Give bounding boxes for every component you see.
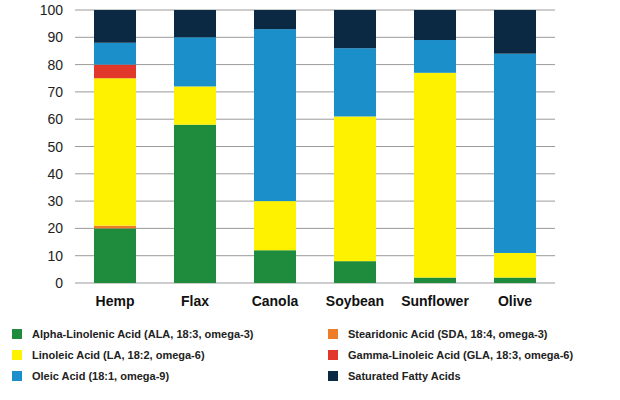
bar-segment — [414, 278, 456, 283]
grid-line — [75, 64, 555, 65]
bar-segment — [94, 10, 136, 43]
legend-label: Gamma-Linoleic Acid (GLA, 18:3, omega-6) — [348, 349, 573, 361]
bar-segment — [414, 73, 456, 278]
tick-label: 70 — [47, 84, 63, 100]
legend-label: Alpha-Linolenic Acid (ALA, 18:3, omega-3… — [32, 328, 254, 340]
grid-line — [75, 91, 555, 92]
bar-segment — [174, 37, 216, 86]
bar-segment — [174, 10, 216, 37]
bar-segment — [334, 10, 376, 48]
bar-segment — [334, 48, 376, 116]
chart: 0 10 20 30 40 50 60 70 80 90 100 Hemp Flax Canola Soyb… — [0, 0, 620, 400]
bar-segment — [414, 40, 456, 73]
legend-swatch — [12, 371, 22, 381]
tick-label: 60 — [47, 111, 63, 127]
legend-swatch — [12, 329, 22, 339]
category-label: Flax — [181, 293, 209, 309]
grid-line — [75, 173, 555, 174]
bar-segment — [94, 228, 136, 283]
legend-swatch — [328, 371, 338, 381]
category-label: Olive — [498, 293, 532, 309]
bar-segment — [334, 261, 376, 283]
category-label: Sunflower — [401, 293, 469, 309]
tick-label: 10 — [47, 248, 63, 264]
tick-label: 100 — [40, 2, 64, 18]
grid-line — [75, 201, 555, 202]
category-label: Hemp — [96, 293, 135, 309]
bar-segment — [494, 278, 536, 283]
tick-label: 80 — [47, 57, 63, 73]
tick-label: 50 — [47, 139, 63, 155]
legend-swatch — [12, 350, 22, 360]
bar-segment — [94, 65, 136, 79]
bar-segment — [414, 10, 456, 40]
tick-label: 20 — [47, 220, 63, 236]
legend-label: Oleic Acid (18:1, omega-9) — [32, 370, 169, 382]
grid-line — [75, 146, 555, 147]
tick-label: 90 — [47, 29, 63, 45]
grid-line — [75, 255, 555, 256]
bar-segment — [254, 201, 296, 250]
bar-segment — [174, 125, 216, 283]
grid-line — [75, 10, 555, 11]
bar-segment — [174, 86, 216, 124]
legend-label: Linoleic Acid (LA, 18:2, omega-6) — [32, 349, 205, 361]
tick-label: 40 — [47, 166, 63, 182]
bar-segment — [494, 10, 536, 54]
legend-swatch — [328, 329, 338, 339]
bar-segment — [494, 54, 536, 253]
legend-label: Saturated Fatty Acids — [348, 370, 461, 382]
tick-label: 30 — [47, 193, 63, 209]
grid — [75, 10, 555, 283]
bar-segment — [94, 78, 136, 225]
grid-line — [75, 283, 555, 284]
bar-segment — [94, 43, 136, 65]
bar-segment — [254, 250, 296, 283]
legend-swatch — [328, 350, 338, 360]
grid-line — [75, 119, 555, 120]
bar-segment — [494, 253, 536, 278]
grid-line — [75, 228, 555, 229]
category-label: Canola — [252, 293, 299, 309]
bar-segment — [254, 10, 296, 29]
bar-segment — [94, 226, 136, 229]
bars — [94, 10, 536, 283]
bar-segment — [334, 116, 376, 261]
legend: Alpha-Linolenic Acid (ALA, 18:3, omega-3… — [12, 328, 573, 382]
grid-line — [75, 37, 555, 38]
bar-segment — [254, 29, 296, 201]
category-label: Soybean — [326, 293, 384, 309]
tick-label: 0 — [55, 275, 63, 291]
legend-label: Stearidonic Acid (SDA, 18:4, omega-3) — [348, 328, 548, 340]
